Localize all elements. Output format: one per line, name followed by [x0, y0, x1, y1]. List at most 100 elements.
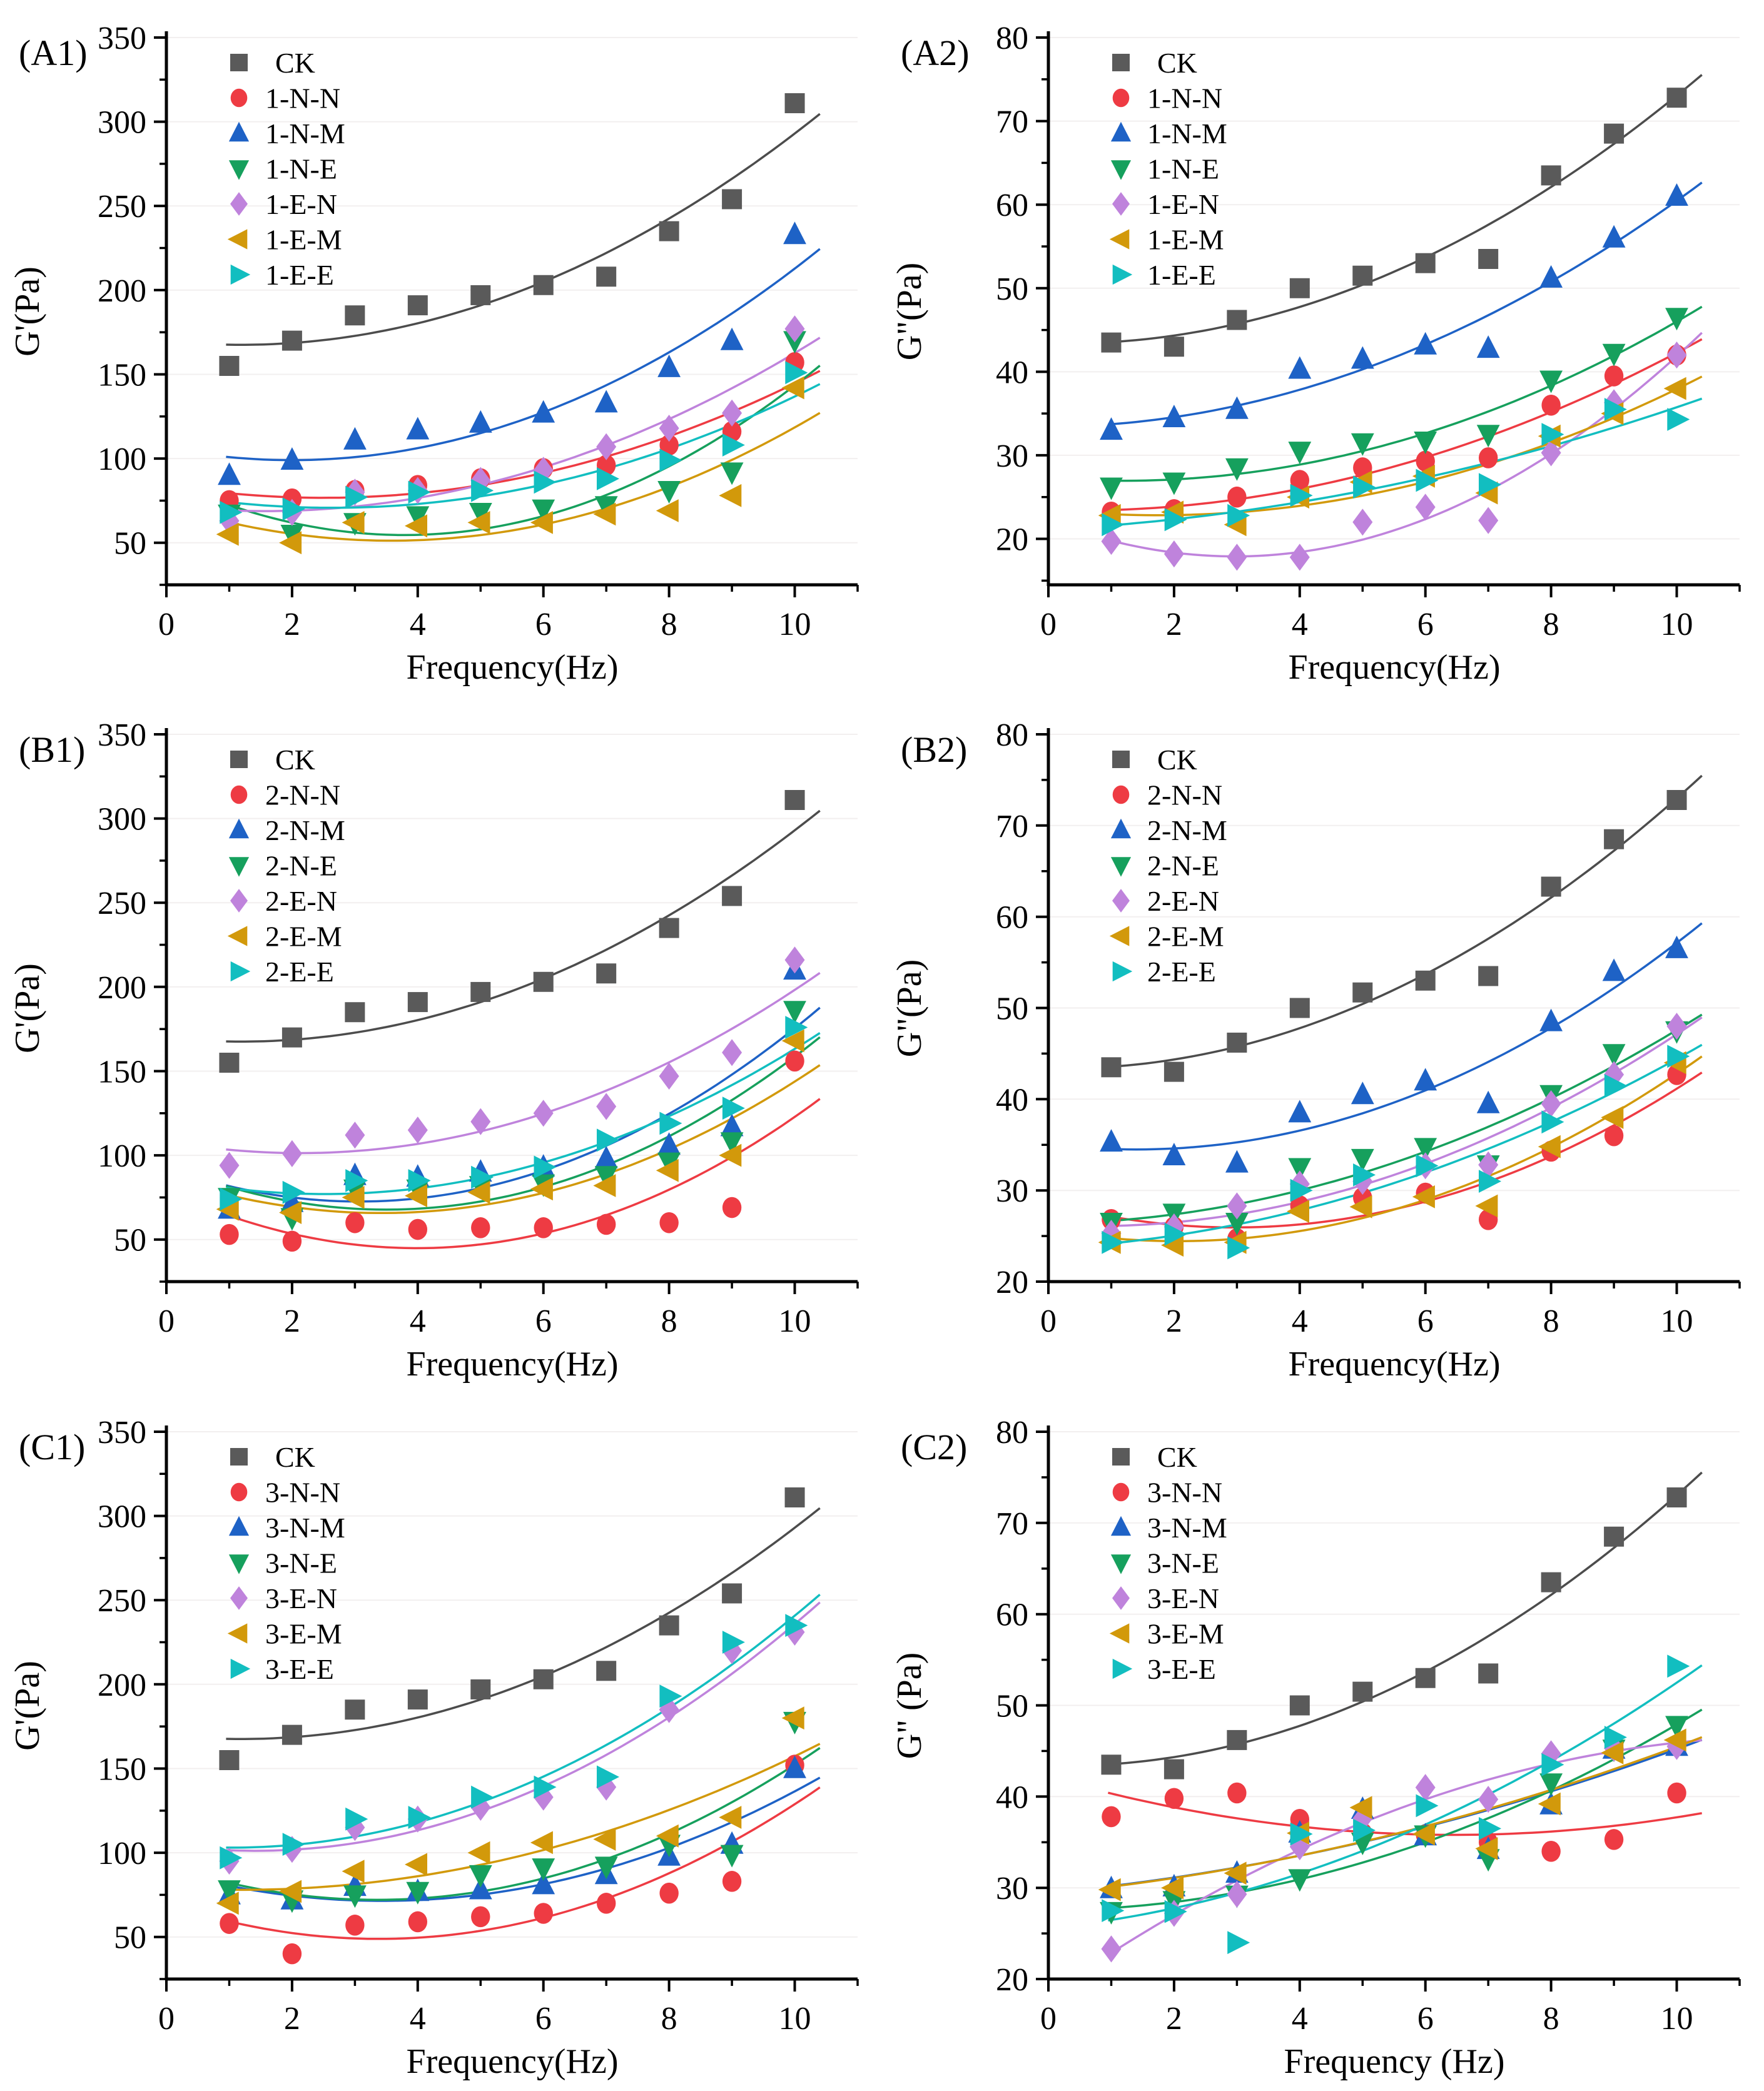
point-2-N-M-triangle-up-icon	[1225, 1150, 1249, 1173]
x-tick-label: 4	[1292, 607, 1308, 642]
point-2-E-E-triangle-right-icon	[1416, 1154, 1439, 1178]
point-3-E-M-triangle-left-icon	[1412, 1822, 1435, 1846]
point-1-E-M-triangle-left-icon	[279, 531, 302, 555]
point-3-E-E-triangle-right-icon	[1479, 1817, 1501, 1840]
x-tick-label: 10	[1661, 2001, 1693, 2037]
x-axis-label: Frequency(Hz)	[407, 1345, 619, 1384]
point-2-N-E-triangle-down-icon	[1288, 1158, 1312, 1181]
point-1-E-N-diamond-icon	[1289, 544, 1310, 571]
y-axis-label: G"(Pa)	[890, 959, 929, 1058]
y-tick-label: 20	[996, 1265, 1028, 1300]
legend-marker-CK-square-icon	[230, 54, 248, 71]
point-1-E-E-triangle-right-icon	[659, 448, 682, 472]
point-CK-square-icon	[722, 886, 743, 906]
point-1-N-E-triangle-down-icon	[1162, 472, 1186, 495]
point-3-E-E-triangle-right-icon	[282, 1833, 305, 1856]
point-1-E-E-triangle-right-icon	[1102, 513, 1125, 537]
point-CK-square-icon	[1604, 1526, 1625, 1547]
y-tick-label: 40	[996, 355, 1028, 390]
point-2-E-M-triangle-left-icon	[1349, 1195, 1372, 1218]
point-3-N-N-circle-icon	[1604, 1829, 1624, 1850]
point-1-N-E-triangle-down-icon	[1539, 370, 1563, 393]
point-CK-square-icon	[596, 963, 617, 984]
plot-area-A2	[1098, 74, 1703, 571]
legend: CK 3-N-N3-N-M3-N-E3-E-N 3-E-M3-E-E	[227, 1441, 345, 1685]
point-1-N-M-triangle-up-icon	[218, 462, 241, 485]
x-tick-label: 6	[535, 607, 552, 642]
point-1-E-N-diamond-icon	[722, 399, 743, 427]
x-axis-label: Frequency(Hz)	[1289, 1345, 1501, 1384]
legend-label: 3-N-N	[1147, 1477, 1222, 1509]
legend-label: 1-N-M	[1147, 118, 1227, 149]
y-tick-label: 150	[98, 1055, 146, 1090]
legend-label: 3-E-M	[1147, 1618, 1224, 1650]
point-3-E-M-triangle-left-icon	[1663, 1728, 1686, 1752]
y-tick-label: 60	[996, 900, 1028, 936]
point-3-E-E-triangle-right-icon	[597, 1765, 619, 1789]
legend-label: 2-E-M	[265, 921, 342, 953]
fit-curve-CK	[226, 809, 821, 1043]
point-3-E-M-triangle-left-icon	[719, 1806, 742, 1829]
legend: CK 3-N-N3-N-M3-N-E3-E-N 3-E-M3-E-E	[1109, 1441, 1227, 1685]
point-3-E-M-triangle-left-icon	[279, 1880, 302, 1903]
point-1-N-M-triangle-up-icon	[1602, 225, 1626, 248]
point-2-E-N-diamond-icon	[722, 1039, 743, 1066]
legend-label: 1-E-E	[265, 259, 334, 291]
point-2-E-N-diamond-icon	[1666, 1013, 1687, 1040]
legend-marker-1-N-N-circle-icon	[230, 88, 248, 108]
point-2-E-E-triangle-right-icon	[1164, 1222, 1187, 1246]
legend-label: 2-N-E	[265, 850, 337, 882]
fit-curve-CK	[1108, 1471, 1703, 1766]
point-CK-square-icon	[1227, 1729, 1247, 1750]
panel-B1: 50 100 150 200 250 300 350 0 2 4 6 8 10 (B1) Frequency…	[0, 697, 882, 1394]
point-1-E-N-diamond-icon	[659, 415, 679, 442]
point-3-E-M-triangle-left-icon	[216, 1891, 239, 1915]
point-2-E-E-triangle-right-icon	[220, 1187, 243, 1211]
point-2-E-N-diamond-icon	[784, 946, 805, 974]
legend-marker-1-E-N-diamond-icon	[1112, 192, 1130, 216]
point-2-E-M-triangle-left-icon	[1287, 1200, 1309, 1223]
x-tick-label: 0	[158, 1304, 175, 1339]
x-tick-label: 2	[284, 2001, 300, 2037]
point-CK-square-icon	[1289, 1695, 1310, 1716]
point-CK-square-icon	[1478, 249, 1499, 270]
point-2-E-E-triangle-right-icon	[659, 1111, 682, 1135]
point-2-N-E-triangle-down-icon	[720, 1132, 744, 1155]
point-CK-square-icon	[1227, 1032, 1247, 1053]
point-2-N-M-triangle-up-icon	[1100, 1129, 1123, 1152]
point-2-E-E-triangle-right-icon	[1353, 1163, 1376, 1187]
point-1-N-M-triangle-up-icon	[1351, 346, 1374, 369]
point-3-E-M-triangle-left-icon	[593, 1828, 616, 1851]
point-2-E-N-diamond-icon	[470, 1108, 491, 1135]
point-CK-square-icon	[1101, 1057, 1122, 1078]
point-1-N-E-triangle-down-icon	[532, 499, 555, 522]
point-CK-square-icon	[1227, 310, 1247, 330]
point-2-E-M-triangle-left-icon	[530, 1177, 553, 1201]
chart-A1: 50 100 150 200 250 300 350 0 2 4 6 8 10 (A1) Frequency…	[8, 21, 859, 687]
point-1-N-E-triangle-down-icon	[1602, 343, 1626, 367]
y-tick-label: 30	[996, 1173, 1028, 1209]
point-1-N-N-circle-icon	[1416, 450, 1435, 472]
legend-marker-2-E-E-triangle-right-icon	[230, 961, 251, 982]
point-2-E-E-triangle-right-icon	[1667, 1045, 1690, 1068]
point-1-E-E-triangle-right-icon	[220, 500, 243, 524]
y-tick-label: 70	[996, 809, 1028, 844]
point-2-N-N-circle-icon	[220, 1223, 239, 1245]
y-tick-label: 50	[114, 1920, 146, 1956]
point-3-N-E-triangle-down-icon	[218, 1880, 241, 1903]
y-tick-label: 250	[98, 189, 146, 225]
point-3-N-E-triangle-down-icon	[343, 1885, 367, 1908]
point-3-E-E-triangle-right-icon	[785, 1614, 808, 1637]
legend-label: 1-E-N	[265, 188, 337, 220]
point-3-E-M-triangle-left-icon	[1475, 1837, 1498, 1860]
point-CK-square-icon	[1163, 337, 1184, 357]
fit-curve-3-N-M	[1108, 1738, 1703, 1888]
point-2-N-N-circle-icon	[785, 1050, 804, 1072]
legend-marker-2-N-N-circle-icon	[230, 785, 248, 804]
point-3-E-M-triangle-left-icon	[405, 1853, 427, 1876]
point-CK-square-icon	[659, 1615, 679, 1636]
point-1-E-E-triangle-right-icon	[471, 478, 494, 502]
point-3-N-N-circle-icon	[220, 1913, 239, 1934]
point-3-E-E-triangle-right-icon	[345, 1807, 368, 1831]
